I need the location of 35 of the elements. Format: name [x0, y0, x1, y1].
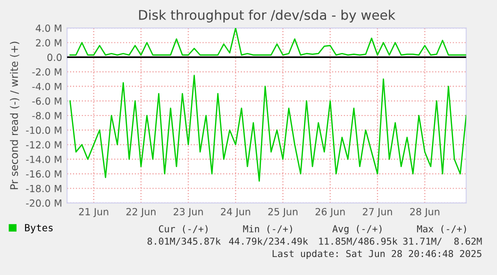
text: Min (-/+) — [243, 225, 292, 234]
y-tick-label: -18.0 M — [26, 184, 62, 192]
y-tick-label: 0.0 — [47, 54, 62, 62]
y-tick-label: 4.0 M — [36, 24, 62, 32]
legend-label: Bytes — [25, 224, 53, 234]
text: Cur (-/+) — [158, 225, 208, 234]
text: 31.71M/ 8.62M — [403, 238, 482, 246]
x-tick-label: 24 Jun — [220, 208, 250, 218]
y-tick-label: -16.0 M — [26, 170, 62, 178]
text: 44.79k/234.49k — [229, 237, 308, 246]
line-series — [69, 28, 466, 56]
text: Max (-/+) — [417, 225, 466, 234]
text: 8.01M/345.87k — [148, 237, 221, 246]
y-tick-label: -8.0 M — [32, 112, 62, 120]
x-tick-label: 21 Jun — [79, 208, 108, 218]
y-tick-label: -14.0 M — [26, 156, 62, 164]
x-tick-label: 22 Jun — [126, 208, 156, 218]
y-tick-label: -20.0 M — [26, 199, 62, 207]
x-tick-label: 23 Jun — [174, 208, 203, 218]
x-tick-label: 25 Jun — [268, 208, 298, 218]
y-tick-label: 2.0 M — [36, 39, 62, 46]
text: Last update: Sat Jun 28 20:46:48 2025 — [272, 250, 482, 259]
text: Avg (-/+) — [332, 225, 382, 234]
y-tick-label: -12.0 M — [26, 141, 62, 148]
x-tick-label: 27 Jun — [362, 208, 392, 218]
x-tick-label: 26 Jun — [316, 208, 345, 218]
x-tick-label: 28 Jun — [410, 208, 440, 218]
text: 11.85M/486.95k — [319, 237, 398, 246]
chart-title: Disk throughput for /dev/sda - by week — [139, 10, 396, 22]
y-tick-label: -4.0 M — [32, 82, 62, 90]
y-tick-label: -2.0 M — [32, 68, 62, 76]
line-series — [69, 74, 466, 182]
y-tick-label: -10.0 M — [26, 126, 62, 134]
y-tick-label: -6.0 M — [32, 97, 62, 105]
y-axis-title: Pr second read (-) / write (+) — [10, 42, 20, 190]
